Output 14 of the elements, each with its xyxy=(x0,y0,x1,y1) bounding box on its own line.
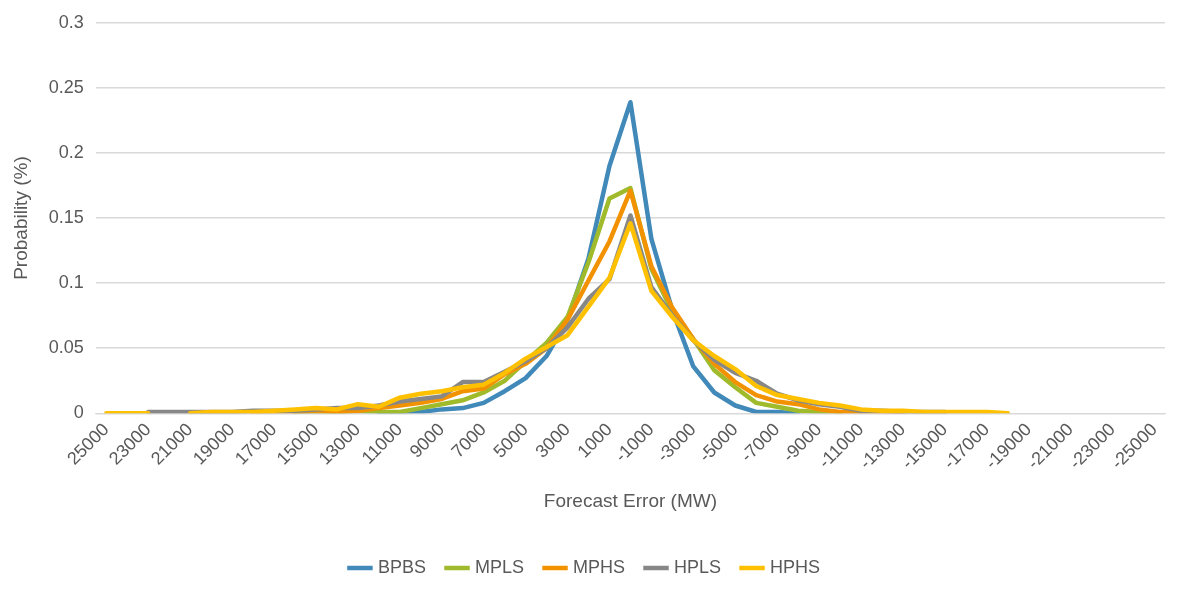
y-tick-label: 0.15 xyxy=(48,207,84,228)
y-axis-title: Probability (%) xyxy=(9,156,31,280)
legend-label: MPHS xyxy=(573,556,626,577)
y-tick-label: 0 xyxy=(73,402,84,423)
legend-label: HPLS xyxy=(674,556,722,577)
legend-label: MPLS xyxy=(474,556,525,577)
y-tick-label: 0.25 xyxy=(48,76,84,97)
legend-label: HPHS xyxy=(770,556,821,577)
y-tick-label: 0.2 xyxy=(58,141,84,162)
x-axis-title: Forecast Error (MW) xyxy=(543,489,717,511)
y-tick-label: 0.1 xyxy=(58,272,84,293)
legend-label: BPBS xyxy=(377,556,426,577)
y-tick-label: 0.3 xyxy=(58,11,84,32)
y-tick-label: 0.05 xyxy=(48,337,84,358)
